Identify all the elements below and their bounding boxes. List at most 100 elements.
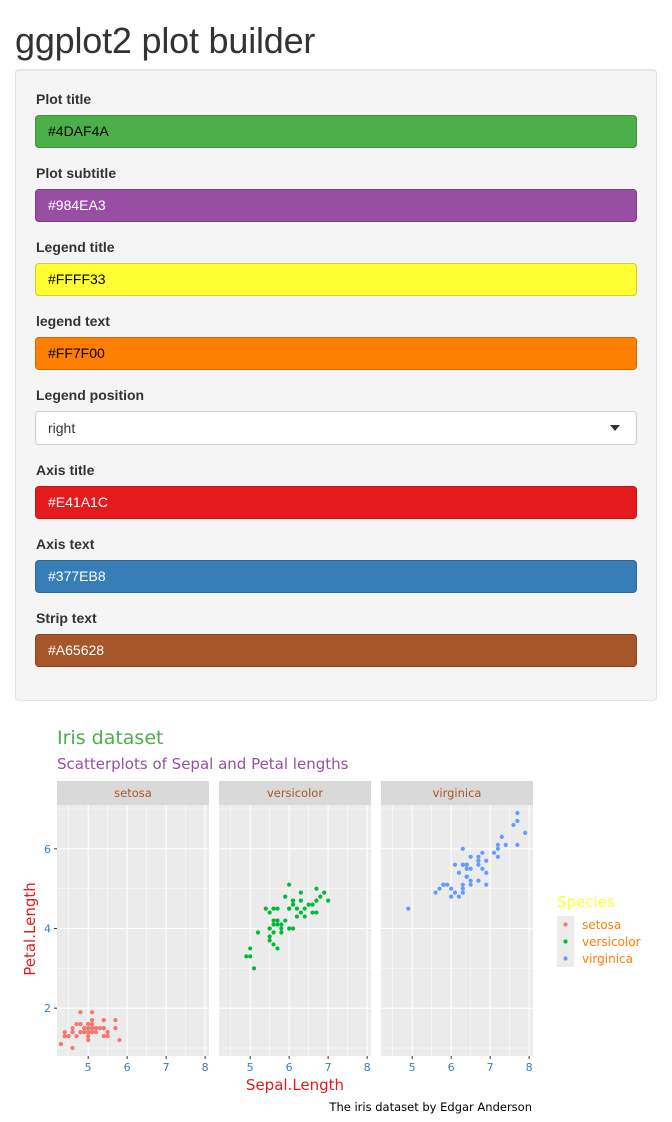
data-point bbox=[275, 946, 280, 951]
data-point bbox=[298, 890, 303, 895]
x-tick-label: 6 bbox=[124, 1061, 131, 1074]
data-point bbox=[105, 1029, 110, 1035]
plot-title-color-input[interactable]: #4DAF4A bbox=[35, 115, 637, 148]
legend-title-label: Legend title bbox=[36, 239, 115, 255]
facet-panels: setosa 5 6 7 8 versicolor 5 6 7 8 virginica 5 6 7 8 2 4 6 bbox=[44, 781, 533, 1074]
data-point bbox=[484, 870, 489, 875]
data-point bbox=[515, 842, 520, 847]
data-point bbox=[70, 1029, 75, 1035]
data-point bbox=[275, 906, 280, 911]
legend-text-color-input[interactable]: #FF7F00 bbox=[35, 337, 637, 370]
data-point bbox=[433, 890, 438, 895]
x-tick-label: 5 bbox=[409, 1061, 416, 1074]
legend-position-select[interactable]: right bbox=[35, 411, 637, 445]
x-tick-label: 7 bbox=[487, 1061, 494, 1074]
data-point bbox=[86, 1033, 91, 1039]
facet-strip bbox=[219, 781, 371, 805]
data-point bbox=[460, 886, 465, 891]
axis-text-color-input[interactable]: #377EB8 bbox=[35, 560, 637, 593]
data-point bbox=[437, 886, 442, 891]
data-point bbox=[302, 914, 307, 919]
data-point bbox=[271, 906, 276, 911]
data-point bbox=[279, 922, 284, 927]
data-point bbox=[271, 930, 276, 935]
data-point bbox=[78, 1010, 83, 1015]
facet-panel bbox=[219, 805, 371, 1056]
data-point bbox=[89, 1029, 95, 1035]
x-tick-label: 8 bbox=[364, 1061, 371, 1074]
axis-title-color-input[interactable]: #E41A1C bbox=[35, 486, 637, 519]
strip-text-color-input[interactable]: #A65628 bbox=[35, 634, 637, 667]
legend-position-label: Legend position bbox=[36, 387, 145, 403]
data-point bbox=[503, 842, 508, 847]
y-axis-title: Petal.Length bbox=[21, 882, 39, 976]
data-point bbox=[499, 834, 504, 839]
data-point bbox=[464, 866, 469, 871]
data-point bbox=[464, 862, 469, 867]
plot-subtitle-color-input[interactable]: #984EA3 bbox=[35, 189, 637, 222]
data-point bbox=[445, 882, 450, 887]
data-point bbox=[89, 1026, 95, 1031]
legend-key-point bbox=[563, 922, 568, 927]
data-point bbox=[468, 866, 473, 871]
data-point bbox=[82, 1029, 87, 1035]
data-point bbox=[491, 850, 497, 855]
x-tick-label: 6 bbox=[448, 1061, 455, 1074]
legend-position-value: right bbox=[48, 420, 76, 436]
data-point bbox=[452, 890, 458, 895]
data-point bbox=[460, 882, 465, 887]
y-tick-label: 2 bbox=[44, 1002, 51, 1015]
data-point bbox=[101, 1033, 106, 1039]
data-point bbox=[476, 878, 481, 883]
data-point bbox=[460, 890, 465, 895]
data-point bbox=[248, 954, 253, 959]
x-tick-label: 7 bbox=[163, 1061, 170, 1074]
page-title: ggplot2 plot builder bbox=[15, 20, 316, 61]
data-point bbox=[287, 882, 292, 887]
data-point bbox=[283, 918, 288, 923]
data-point bbox=[267, 938, 272, 943]
data-point bbox=[468, 882, 473, 887]
data-point bbox=[89, 1010, 95, 1015]
data-point bbox=[468, 878, 473, 883]
data-point bbox=[74, 1022, 79, 1027]
data-point bbox=[406, 906, 411, 911]
data-point bbox=[468, 854, 473, 859]
data-point bbox=[464, 874, 469, 879]
facet-strip bbox=[381, 781, 533, 805]
x-tick-label: 6 bbox=[286, 1061, 293, 1074]
data-point bbox=[86, 1037, 91, 1043]
legend-title-color-input[interactable]: #FFFF33 bbox=[35, 263, 637, 296]
x-tick-label: 8 bbox=[202, 1061, 209, 1074]
data-point bbox=[271, 922, 276, 927]
data-point bbox=[523, 830, 528, 835]
data-point bbox=[275, 918, 280, 923]
facet-strip-label: versicolor bbox=[267, 786, 323, 800]
x-tick-label: 8 bbox=[526, 1061, 533, 1074]
facet-strip bbox=[57, 781, 209, 805]
plot-caption: The iris dataset by Edgar Anderson bbox=[328, 1100, 532, 1114]
data-point bbox=[484, 882, 489, 887]
plot-title-label: Plot title bbox=[36, 91, 92, 107]
data-point bbox=[480, 866, 485, 871]
facet-strip-label: setosa bbox=[114, 786, 152, 800]
data-point bbox=[495, 854, 501, 859]
data-point bbox=[271, 918, 276, 923]
data-point bbox=[267, 910, 272, 915]
data-point bbox=[318, 894, 323, 899]
data-point bbox=[441, 882, 446, 887]
data-point bbox=[476, 854, 481, 859]
data-point bbox=[511, 822, 516, 828]
legend-key-point bbox=[563, 939, 568, 944]
iris-plot: Iris dataset Scatterplots of Sepal and P… bbox=[21, 727, 641, 1114]
y-tick-label: 4 bbox=[44, 923, 51, 936]
facet-strip-label: virginica bbox=[433, 786, 482, 800]
legend-label: setosa bbox=[582, 918, 621, 932]
data-point bbox=[314, 886, 319, 891]
data-point bbox=[62, 1029, 67, 1035]
data-point bbox=[267, 926, 272, 931]
data-point bbox=[89, 1018, 95, 1023]
legend-text-label: legend text bbox=[36, 313, 110, 329]
data-point bbox=[460, 846, 465, 851]
data-point bbox=[255, 930, 261, 935]
